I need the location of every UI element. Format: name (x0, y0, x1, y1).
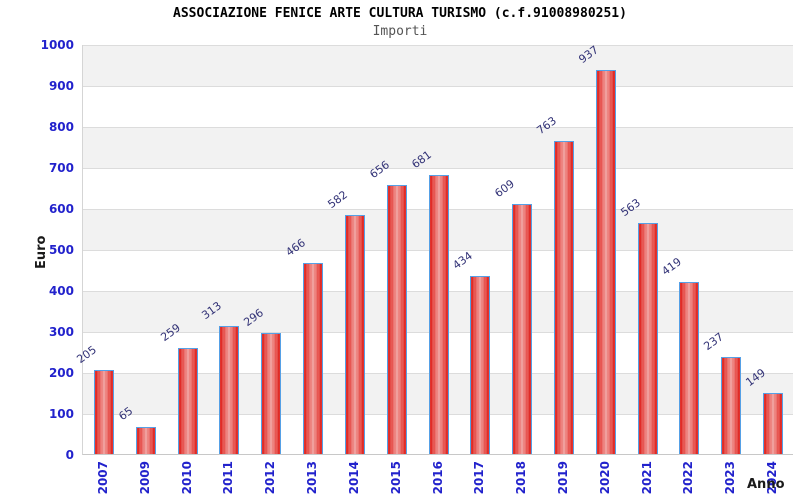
x-tick-label: 2016 (430, 461, 445, 495)
y-tick-label: 100 (48, 407, 74, 421)
y-tick-label: 800 (48, 120, 74, 134)
bar-2017 (470, 276, 491, 454)
x-tick-label: 2018 (514, 461, 529, 495)
bar-2024 (763, 393, 784, 454)
x-tick-label: 2011 (221, 461, 236, 495)
bar-value-label: 419 (659, 255, 685, 278)
bar-2013 (303, 263, 324, 454)
bar-value-label: 205 (74, 343, 99, 366)
y-tick-label: 700 (48, 161, 74, 175)
bar-2020 (595, 70, 616, 454)
bar-value-label: 681 (408, 148, 434, 171)
bar-2018 (512, 204, 533, 454)
y-tick-label: 900 (48, 79, 74, 93)
bar-2019 (553, 141, 574, 454)
chart-subtitle: Importi (372, 24, 428, 39)
bar-value-label: 313 (199, 299, 225, 322)
bar-value-label: 466 (283, 236, 309, 259)
x-tick-label: 2020 (597, 461, 612, 495)
bar-2010 (177, 348, 198, 454)
bar-value-label: 582 (325, 188, 350, 211)
x-tick-label: 2012 (263, 461, 278, 495)
bar-2009 (135, 427, 156, 454)
bar-2023 (721, 357, 742, 454)
bar-value-label: 65 (116, 404, 136, 423)
x-tick-label: 2019 (555, 461, 570, 495)
bar-value-label: 656 (367, 158, 392, 181)
bar-2014 (344, 215, 365, 454)
bar-value-label: 937 (576, 43, 601, 66)
x-tick-label: 2023 (723, 461, 738, 495)
x-tick-label: 2009 (137, 461, 152, 495)
x-tick-label: 2022 (681, 461, 696, 495)
y-tick-label: 200 (48, 366, 74, 380)
y-tick-label: 400 (48, 284, 74, 298)
y-tick-label: 0 (65, 448, 74, 462)
x-tick-label: 2021 (639, 461, 654, 495)
x-tick-label: 2017 (472, 461, 487, 495)
bar-value-label: 259 (157, 321, 183, 344)
bar-value-label: 237 (701, 330, 727, 353)
x-axis-label: Anno (747, 477, 785, 492)
x-tick-label: 2014 (346, 461, 361, 495)
bar-2022 (679, 282, 700, 454)
bar-2021 (637, 223, 658, 454)
bar-value-label: 296 (241, 306, 267, 329)
x-tick-label: 2013 (305, 461, 320, 495)
y-tick-label: 1000 (40, 38, 74, 52)
y-tick-label: 600 (48, 202, 74, 216)
bar-2016 (428, 175, 449, 454)
bar-value-label: 563 (617, 196, 643, 219)
bar-value-label: 609 (492, 177, 518, 200)
plot-area: 205 65 259 313 296 466 582 656 681 434 609 763 937 56… (74, 43, 793, 455)
bar-value-label: 434 (450, 249, 476, 272)
chart-title: ASSOCIAZIONE FENICE ARTE CULTURA TURISMO… (173, 6, 627, 21)
bar-2012 (261, 333, 282, 454)
x-tick-label: 2015 (388, 461, 403, 495)
bar-2007 (93, 370, 114, 454)
bar-value-label: 149 (743, 366, 769, 389)
y-tick-label: 500 (48, 243, 74, 257)
bar-value-label: 763 (534, 114, 559, 137)
bar-2011 (219, 326, 240, 454)
x-tick-label: 2007 (95, 461, 110, 495)
x-tick-label: 2010 (179, 461, 194, 495)
y-tick-label: 300 (48, 325, 74, 339)
bar-2015 (386, 185, 407, 454)
